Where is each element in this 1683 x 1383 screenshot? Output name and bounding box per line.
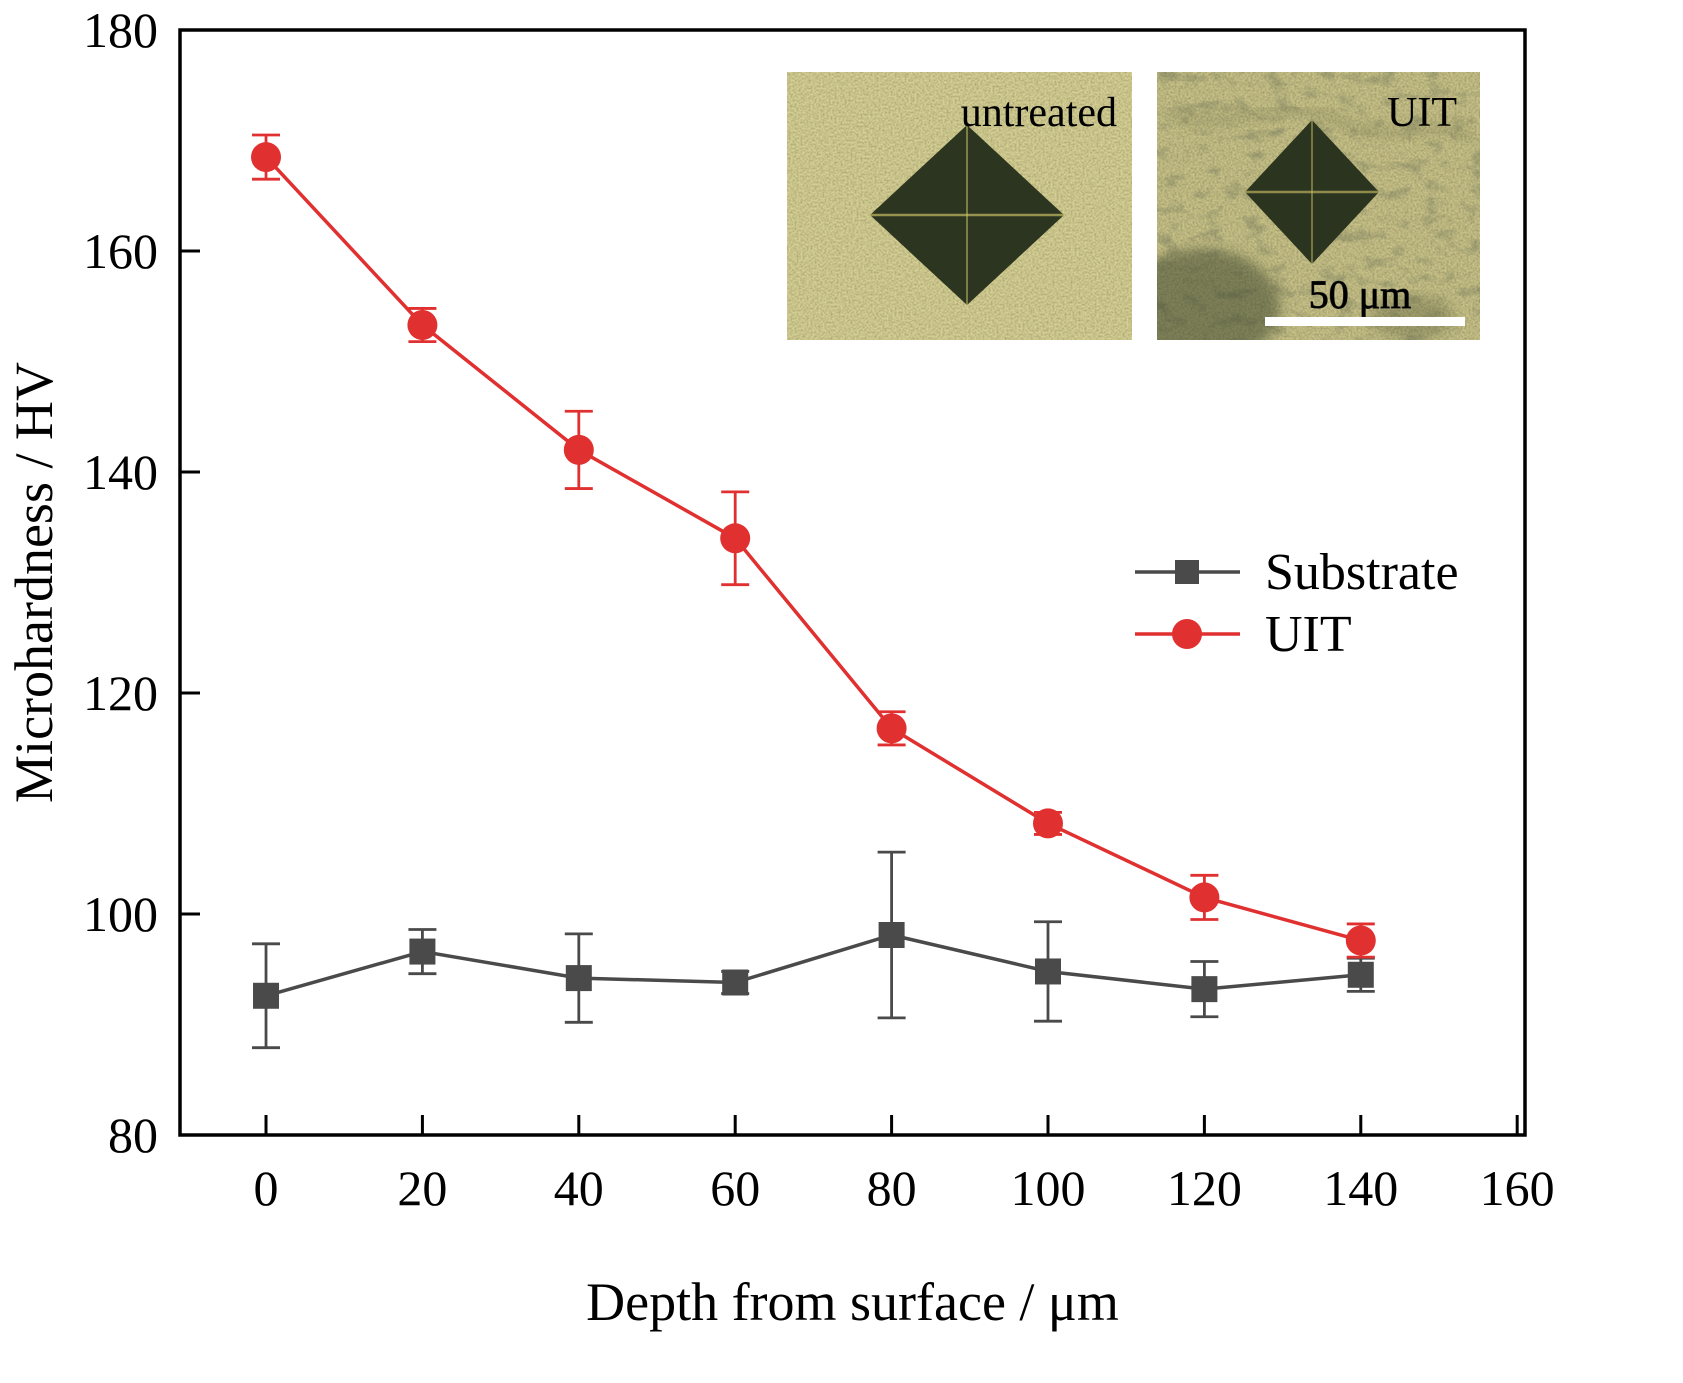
y-axis-label: Microhardness / HV: [4, 362, 64, 803]
legend-marker-square: [1175, 560, 1199, 584]
marker-circle: [1032, 808, 1063, 839]
y-tick-label: 80: [108, 1107, 158, 1163]
marker-circle: [251, 142, 282, 173]
marker-circle: [1345, 925, 1376, 956]
micrograph-untreated: untreated: [787, 72, 1132, 340]
marker-circle: [407, 310, 438, 341]
legend-label: Substrate: [1265, 544, 1459, 601]
marker-square: [253, 982, 280, 1009]
x-tick-label: 120: [1167, 1160, 1242, 1216]
dark-patch: [1157, 249, 1280, 340]
inset-label-untreated: untreated: [961, 90, 1117, 136]
series-substrate: [252, 850, 1375, 1050]
y-tick-label: 140: [83, 444, 158, 500]
micrograph-uit: UIT 50 μm: [1157, 72, 1480, 340]
series-uit: [251, 133, 1376, 959]
x-tick-label: 100: [1010, 1160, 1085, 1216]
marker-circle: [1189, 882, 1220, 913]
x-tick-label: 80: [867, 1160, 917, 1216]
marker-square: [878, 921, 905, 948]
series-line: [264, 155, 1362, 943]
y-tick-label: 100: [83, 886, 158, 942]
marker-square: [1034, 958, 1061, 985]
legend-label: UIT: [1265, 606, 1352, 663]
x-tick-label: 60: [710, 1160, 760, 1216]
micrograph-untreated-image: untreated: [787, 72, 1132, 340]
x-tick-label: 140: [1323, 1160, 1398, 1216]
x-tick-label: 0: [254, 1160, 279, 1216]
marker-circle: [720, 523, 751, 554]
x-tick-label: 20: [397, 1160, 447, 1216]
x-tick-label: 160: [1480, 1160, 1555, 1216]
x-tick-label: 40: [554, 1160, 604, 1216]
marker-square: [565, 965, 592, 992]
inset-label-uit: UIT: [1387, 90, 1457, 136]
marker-square: [409, 938, 436, 965]
y-tick-label: 160: [83, 223, 158, 279]
marker-square: [722, 969, 749, 996]
plot-border: [178, 28, 1527, 1137]
scale-bar-label: 50 μm: [1309, 272, 1412, 317]
scale-bar-line: [1265, 317, 1465, 326]
marker-circle: [876, 713, 907, 744]
legend-marker-circle: [1172, 619, 1202, 649]
axes: [178, 28, 1527, 1137]
grain-boundary-line: [1163, 107, 1475, 142]
y-tick-label: 120: [83, 665, 158, 721]
y-tick-label: 180: [83, 2, 158, 58]
micrograph-uit-image: UIT 50 μm: [1157, 72, 1480, 340]
marker-circle: [563, 434, 594, 465]
marker-square: [1347, 961, 1374, 988]
x-axis-label: Depth from surface / μm: [586, 1272, 1119, 1332]
series-line: [265, 933, 1361, 998]
marker-square: [1191, 976, 1218, 1003]
